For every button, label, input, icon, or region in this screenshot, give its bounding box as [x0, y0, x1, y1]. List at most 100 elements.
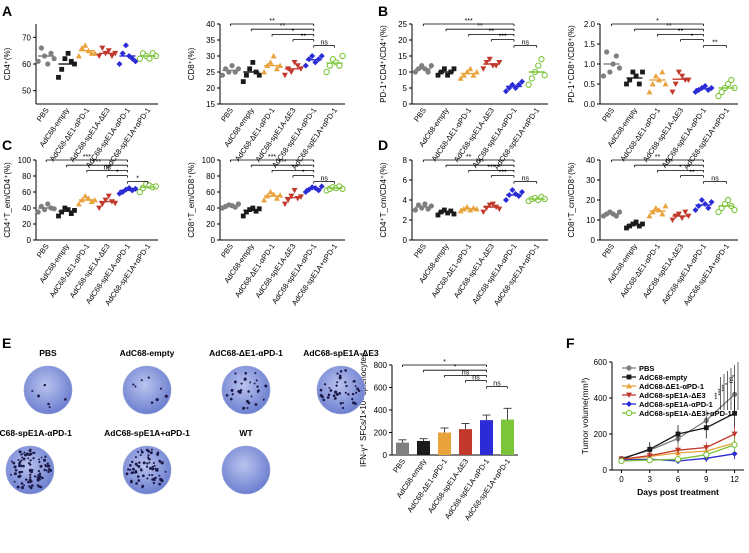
data-point	[674, 456, 682, 463]
data-point	[247, 207, 253, 212]
bar	[395, 442, 410, 455]
elispot-spot	[149, 451, 153, 455]
elispot-spot	[347, 393, 350, 396]
x-tick-label: AdC68-spE1A+αPD-1	[682, 106, 731, 171]
sig-label: ***	[722, 384, 728, 392]
elispot-spot	[229, 397, 233, 401]
elispot-spot	[131, 460, 134, 464]
sig-label: ns	[462, 369, 470, 376]
data-point	[646, 453, 653, 459]
elispot-spot	[262, 398, 265, 401]
data-point	[496, 60, 503, 66]
elispot-spot	[326, 396, 330, 399]
sig-label: **	[280, 23, 286, 30]
elispot-spot	[29, 468, 32, 471]
elispot-spot	[137, 464, 141, 468]
y-axis-label: CD4⁺(%)	[3, 47, 12, 80]
y-tick-label: 80	[22, 172, 31, 181]
data-point	[519, 189, 525, 195]
elispot-wells: PBS AdC68-empty AdC68-ΔE1-αPD-1 AdC68-spE1A…	[0, 348, 379, 495]
elispot-spot	[10, 460, 13, 463]
elispot-spot	[149, 466, 152, 470]
elispot-spot	[160, 461, 164, 465]
well-label: AdC68-spE1A+αPD-1	[104, 428, 190, 438]
data-point	[35, 58, 41, 64]
x-tick-label: 12	[730, 475, 739, 484]
elispot-spot	[48, 464, 51, 468]
elispot-spot	[150, 401, 154, 404]
y-tick-label: 0	[211, 236, 216, 245]
data-point	[240, 213, 246, 219]
y-tick-label: 20	[22, 220, 31, 229]
elispot-spot	[41, 477, 44, 480]
elispot-spot	[146, 477, 149, 480]
panel-label-e: E	[2, 335, 11, 351]
elispot-spot	[46, 462, 49, 465]
elispot-spot	[43, 468, 46, 472]
sig-label: *	[454, 364, 457, 371]
elispot-spot	[141, 484, 145, 488]
elispot-spot	[158, 482, 162, 486]
sig-label: *	[691, 34, 694, 41]
elispot-spot	[242, 406, 246, 410]
data-point	[45, 61, 51, 67]
data-point	[270, 53, 277, 59]
data-point	[636, 81, 642, 87]
elispot-spot	[32, 457, 35, 460]
data-point	[679, 215, 686, 221]
data-point	[318, 183, 325, 190]
y-axis-label: CD8⁺T_cm/CD8⁺(%)	[567, 162, 576, 237]
elispot-spot	[139, 454, 142, 456]
x-tick-label: PBS	[412, 106, 428, 123]
bar	[479, 420, 494, 455]
elispot-spot	[148, 457, 151, 461]
data-point	[675, 431, 681, 437]
data-point	[51, 56, 57, 62]
chart-a1: 506070CD4⁺(%)PBSAdC68-emptyAdC68-ΔE1-αPD…	[3, 24, 159, 171]
panel-label-b: B	[378, 3, 388, 19]
legend-marker	[625, 409, 633, 417]
y-tick-label: 800	[374, 361, 388, 370]
data-point	[45, 201, 51, 207]
y-tick-label: 40	[22, 204, 31, 213]
sig-label: *	[292, 164, 295, 171]
data-point	[525, 81, 532, 88]
data-point	[256, 72, 262, 78]
elispot-spot	[156, 452, 160, 456]
y-tick-label: 25	[206, 68, 215, 77]
elispot-spot	[338, 376, 342, 380]
elispot-spot	[30, 484, 34, 487]
elispot-spot	[16, 485, 20, 489]
elispot-spot	[230, 388, 234, 392]
sig-label: ***	[715, 392, 721, 400]
elispot-spot	[344, 369, 347, 372]
elispot-spot	[125, 472, 129, 476]
sig-label: **	[712, 40, 718, 47]
x-tick-label: 3	[647, 475, 652, 484]
data-point	[607, 69, 613, 75]
elispot-spot	[323, 383, 327, 386]
elispot-spot	[253, 382, 256, 385]
elispot-spot	[29, 476, 32, 479]
data-point	[412, 207, 418, 213]
data-point	[442, 66, 447, 72]
data-point	[428, 203, 434, 209]
data-point	[72, 208, 77, 213]
data-point	[503, 88, 509, 95]
chart-c2: 020406080100CD8⁺T_em/CD8⁺(%)PBSAdC68-emp…	[187, 154, 346, 307]
data-point	[613, 53, 619, 59]
data-point	[538, 56, 545, 63]
data-point	[703, 445, 710, 451]
elispot-spot	[344, 381, 347, 384]
data-point	[669, 89, 676, 95]
elispot-well	[122, 445, 172, 495]
legend-marker	[626, 365, 632, 371]
y-axis-label: CD4⁺T_cm/CD4⁺(%)	[379, 162, 388, 237]
elispot-spot	[129, 468, 132, 471]
x-tick-label: PBS	[600, 106, 616, 123]
data-point	[51, 206, 57, 212]
data-point	[486, 202, 493, 208]
data-point	[82, 193, 89, 199]
data-point	[715, 92, 722, 100]
elispot-well	[221, 445, 271, 495]
